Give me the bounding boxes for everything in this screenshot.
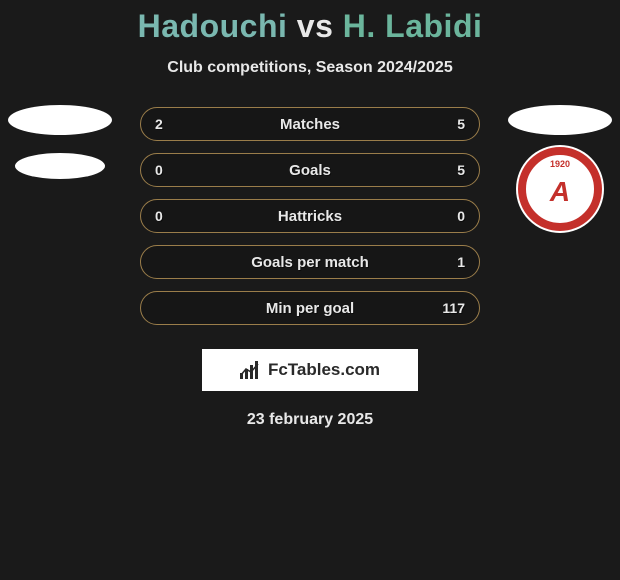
player2-club-crest: 1920 A xyxy=(516,145,604,233)
crest-letter: A xyxy=(550,176,570,208)
stat-row-matches: 2 Matches 5 xyxy=(140,107,480,141)
date-text: 23 february 2025 xyxy=(0,411,620,429)
stat-row-goals: 0 Goals 5 xyxy=(140,153,480,187)
player1-badges xyxy=(8,105,112,179)
stat-row-goals-per-match: Goals per match 1 xyxy=(140,245,480,279)
stat-left-value: 0 xyxy=(155,208,163,224)
chart-icon xyxy=(240,359,262,381)
player2-name: H. Labidi xyxy=(343,8,483,44)
subtitle: Club competitions, Season 2024/2025 xyxy=(0,59,620,77)
brand-text: FcTables.com xyxy=(268,360,380,380)
stat-right-value: 117 xyxy=(442,300,465,316)
comparison-widget: Hadouchi vs H. Labidi Club competitions,… xyxy=(0,0,620,429)
stat-label: Goals per match xyxy=(251,254,369,271)
stat-row-hattricks: 0 Hattricks 0 xyxy=(140,199,480,233)
crest-year: 1920 xyxy=(550,159,570,169)
stat-rows: 2 Matches 5 0 Goals 5 0 Hattricks 0 Goal… xyxy=(140,107,480,325)
page-title: Hadouchi vs H. Labidi xyxy=(0,8,620,45)
stat-left-value: 0 xyxy=(155,162,163,178)
player2-badges: 1920 A xyxy=(508,105,612,233)
stat-label: Matches xyxy=(280,116,340,133)
vs-separator: vs xyxy=(297,8,334,44)
brand-badge[interactable]: FcTables.com xyxy=(202,349,418,391)
stat-right-value: 1 xyxy=(457,254,465,270)
comparison-area: 1920 A 2 Matches 5 0 Goals 5 0 Hattricks… xyxy=(0,107,620,429)
stat-right-value: 0 xyxy=(457,208,465,224)
player1-badge-1 xyxy=(8,105,112,135)
player2-badge-1 xyxy=(508,105,612,135)
crest-ring xyxy=(518,147,602,231)
stat-label: Hattricks xyxy=(278,208,342,225)
stat-label: Min per goal xyxy=(266,300,354,317)
player1-name: Hadouchi xyxy=(138,8,288,44)
stat-label: Goals xyxy=(289,162,331,179)
stat-right-value: 5 xyxy=(457,162,465,178)
stat-left-value: 2 xyxy=(155,116,163,132)
player1-badge-2 xyxy=(15,153,105,179)
stat-right-value: 5 xyxy=(457,116,465,132)
stat-row-min-per-goal: Min per goal 117 xyxy=(140,291,480,325)
